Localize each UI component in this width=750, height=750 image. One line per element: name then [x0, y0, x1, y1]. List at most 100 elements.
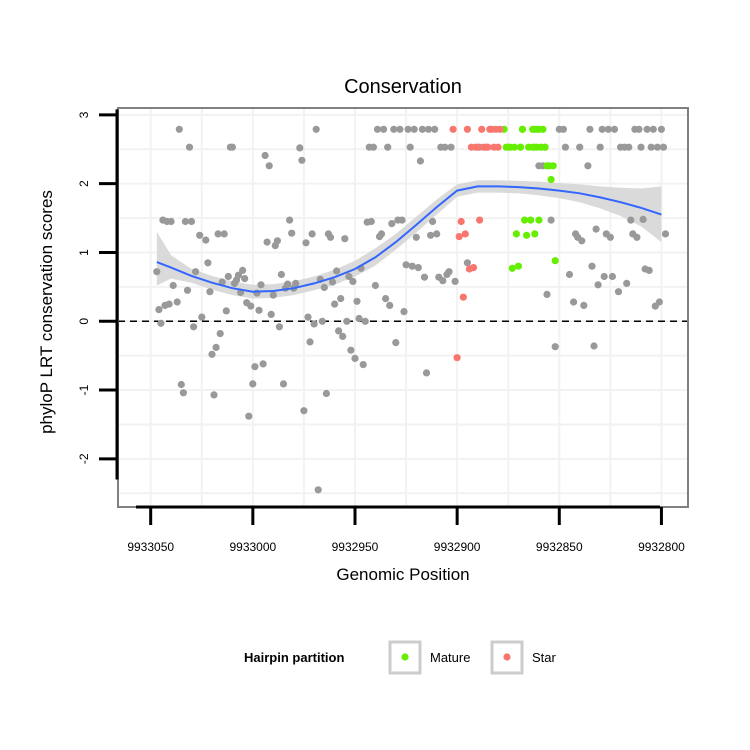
point-other	[377, 230, 386, 238]
point-star	[476, 216, 484, 224]
point-mature	[512, 230, 521, 238]
point-other	[547, 216, 555, 224]
point-other	[241, 275, 249, 283]
point-other	[173, 298, 181, 306]
confidence-ribbon-layer	[156, 180, 662, 299]
point-other	[224, 272, 232, 281]
point-other	[234, 271, 243, 279]
point-other	[263, 238, 271, 246]
point-star	[496, 125, 504, 133]
smooth-curve-layer	[156, 185, 662, 293]
point-other	[275, 323, 283, 331]
point-other	[218, 278, 226, 286]
point-other	[206, 288, 214, 296]
point-other	[247, 302, 255, 310]
point-other	[561, 143, 570, 151]
point-other	[447, 143, 455, 151]
x-axis-title: Genomic Position	[336, 565, 469, 584]
y-tick-label: 3	[77, 111, 91, 118]
point-other	[380, 125, 388, 133]
point-other	[343, 317, 351, 325]
point-other	[208, 350, 216, 358]
point-other	[183, 286, 192, 294]
panel-background	[118, 108, 688, 507]
point-star	[449, 125, 457, 133]
y-tick-label: 2	[77, 180, 91, 187]
point-other	[388, 220, 396, 228]
point-other	[653, 143, 662, 151]
point-other	[345, 272, 353, 281]
point-other	[590, 342, 598, 350]
point-other	[337, 295, 345, 303]
point-other	[410, 125, 418, 133]
point-other	[304, 313, 312, 321]
point-other	[320, 283, 328, 292]
legend-swatch-star	[503, 653, 511, 661]
point-other	[359, 361, 367, 369]
point-other	[647, 143, 655, 151]
legend-label-star: Star	[532, 650, 557, 665]
confidence-ribbon	[156, 180, 662, 299]
point-other	[441, 143, 449, 151]
point-other	[292, 279, 300, 287]
point-other	[326, 233, 335, 241]
x-axis: 9933050 9933000 9932950 9932900 9932850 99328…	[127, 505, 685, 554]
point-other	[167, 217, 175, 226]
point-star	[484, 143, 492, 151]
y-tick-label: 1	[77, 249, 91, 256]
point-other	[255, 306, 263, 314]
point-other	[216, 330, 224, 338]
point-mature	[551, 257, 559, 265]
point-other	[633, 233, 641, 241]
legend-title: Hairpin partition	[244, 650, 344, 665]
point-mature	[541, 143, 549, 151]
point-other	[265, 162, 273, 170]
point-other	[580, 301, 588, 309]
point-other	[322, 389, 330, 398]
point-other	[204, 259, 212, 267]
point-mature	[547, 175, 555, 184]
legend-key-star	[490, 640, 524, 675]
point-other	[288, 229, 296, 237]
point-other	[386, 301, 394, 309]
point-other	[657, 125, 666, 133]
point-other	[314, 486, 322, 494]
point-mature	[535, 216, 543, 224]
y-axis-title: phyloP LRT conservation scores	[37, 190, 56, 434]
point-other	[416, 157, 424, 165]
data-points	[153, 125, 670, 494]
point-other	[414, 264, 422, 272]
point-other	[373, 125, 382, 133]
point-mature	[531, 230, 539, 238]
point-other	[614, 288, 623, 296]
point-other	[551, 343, 559, 351]
point-other	[418, 125, 426, 133]
point-other	[269, 291, 277, 299]
point-other	[396, 125, 404, 133]
point-other	[349, 277, 357, 285]
point-mature	[514, 262, 523, 270]
point-other	[298, 156, 306, 164]
point-other	[259, 360, 267, 368]
point-other	[598, 125, 606, 133]
point-other	[543, 290, 551, 298]
point-other	[192, 268, 200, 276]
point-other	[588, 262, 596, 270]
x-tick-label: 9932850	[536, 540, 583, 554]
point-mature	[523, 231, 531, 239]
point-other	[181, 217, 189, 226]
point-other	[592, 225, 600, 233]
point-other	[175, 125, 183, 133]
point-other	[284, 280, 292, 288]
point-other	[318, 317, 326, 325]
point-other	[570, 298, 578, 306]
point-other	[623, 279, 631, 287]
point-other	[384, 143, 392, 151]
point-mature	[518, 125, 527, 133]
point-other	[596, 143, 604, 151]
point-other	[328, 278, 337, 286]
point-other	[165, 300, 173, 308]
point-other	[627, 216, 635, 224]
point-other	[371, 281, 379, 290]
point-other	[445, 268, 453, 276]
